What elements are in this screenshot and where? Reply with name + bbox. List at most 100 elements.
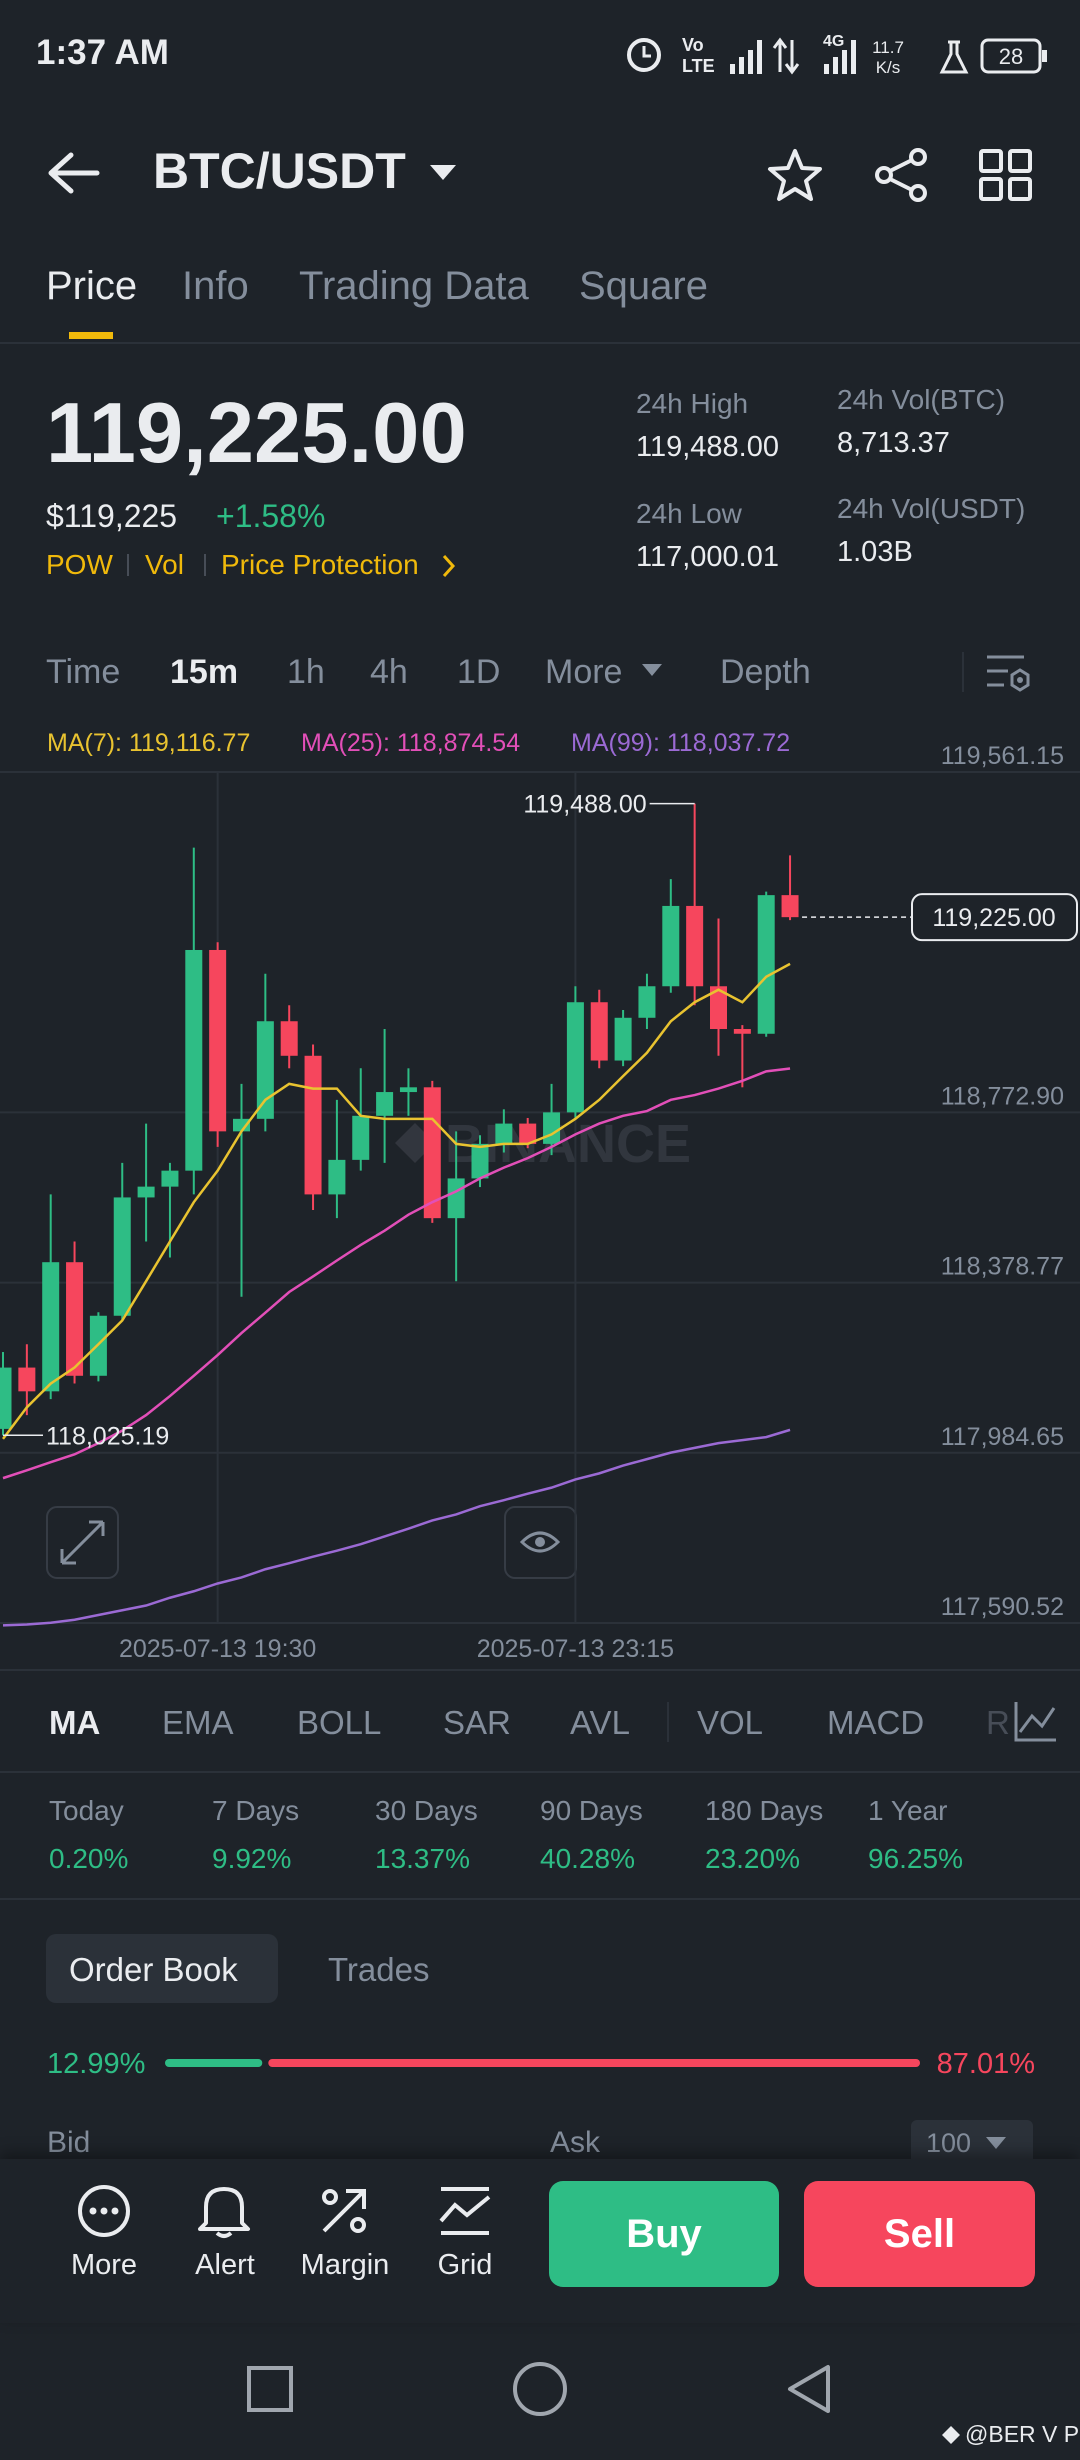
legend-entry: MA(99): 118,037.72	[571, 729, 790, 757]
share-icon[interactable]	[872, 147, 932, 203]
interval[interactable]: Time	[46, 653, 121, 691]
buy-button[interactable]: Buy	[549, 2181, 779, 2287]
separator	[667, 1702, 669, 1742]
home-button[interactable]	[513, 2362, 567, 2416]
candle-body	[590, 1002, 608, 1061]
speed-unit: K/s	[876, 58, 901, 77]
network-type: 4G	[823, 33, 844, 50]
back-nav-button[interactable]	[788, 2365, 830, 2413]
alert-icon[interactable]	[196, 2181, 252, 2239]
perf-value: 40.28%	[540, 1843, 635, 1874]
chart-settings-icon[interactable]	[984, 652, 1032, 694]
alarm-hand	[642, 46, 651, 58]
price-change: +1.58%	[216, 498, 326, 534]
perf-label: 30 Days	[375, 1795, 478, 1826]
price-usd: $119,225	[46, 498, 178, 534]
interval[interactable]: 4h	[370, 653, 408, 691]
expand-button[interactable]	[46, 1506, 119, 1579]
back-button[interactable]	[45, 150, 105, 196]
more-dropdown[interactable]	[640, 662, 664, 678]
interval[interactable]: More	[545, 653, 623, 691]
indicator[interactable]: VOL	[697, 1704, 764, 1741]
pair-title[interactable]: BTC/USDT	[153, 143, 406, 199]
recents-button[interactable]	[247, 2366, 293, 2412]
separator	[962, 652, 964, 692]
perf-value: 13.37%	[375, 1843, 470, 1874]
sell-button[interactable]: Sell	[804, 2181, 1035, 2287]
indicator[interactable]: BOLL	[297, 1704, 382, 1741]
candle-body	[733, 1029, 751, 1034]
tag[interactable]: POW	[46, 549, 113, 580]
candle-body	[42, 1262, 60, 1392]
candle-body	[543, 1112, 561, 1144]
action-label[interactable]: Alert	[195, 2249, 255, 2281]
candle-body	[757, 895, 775, 1034]
ratio-bar	[165, 2059, 920, 2067]
margin-icon[interactable]	[316, 2183, 372, 2239]
trades-tab[interactable]: Trades	[328, 1951, 430, 1988]
candle-body	[447, 1178, 465, 1219]
action-label[interactable]: More	[70, 2249, 138, 2281]
last-price: 119,225.00	[46, 386, 467, 481]
tag[interactable]: Price Protection	[221, 549, 419, 580]
interval[interactable]: Depth	[720, 653, 811, 691]
perf-value: 23.20%	[705, 1843, 800, 1874]
flask-icon	[939, 40, 969, 74]
layout-icon[interactable]	[978, 148, 1034, 202]
candle-body	[113, 1197, 131, 1316]
signal-1	[730, 40, 762, 74]
divider	[0, 1898, 1080, 1900]
favorite-icon[interactable]	[765, 147, 825, 203]
action-label[interactable]: Grid	[437, 2249, 493, 2281]
y-tick-label: 118,772.90	[941, 1082, 1064, 1110]
visibility-button[interactable]	[504, 1506, 577, 1579]
indicator[interactable]: MACD	[827, 1704, 925, 1741]
annotation-label: 119,488.00	[523, 791, 646, 819]
candle-body	[710, 986, 727, 1030]
ratio-segment	[268, 2059, 920, 2067]
tab[interactable]: Trading Data	[299, 264, 529, 308]
tab[interactable]: Info	[182, 264, 249, 308]
battery-level: 28	[999, 44, 1023, 69]
grid-icon[interactable]	[437, 2183, 493, 2239]
more-icon[interactable]	[76, 2183, 132, 2239]
perf-label: Today	[49, 1795, 124, 1826]
navigation-bar	[247, 2362, 960, 2444]
alarm-icon	[627, 38, 661, 72]
candlestick-chart: BINANCE117,590.52117,984.65118,378.77118…	[0, 729, 1080, 1663]
indicator[interactable]: AVL	[570, 1704, 630, 1741]
interval[interactable]: 15m	[170, 653, 239, 691]
interval[interactable]: 1h	[287, 653, 325, 691]
candle-body	[399, 1087, 417, 1093]
order-book-tab[interactable]: Order Book	[69, 1951, 238, 1988]
data-arrows	[772, 37, 800, 75]
volte-top: Vo	[682, 35, 704, 55]
stat-label: 24h Vol(BTC)	[837, 384, 1006, 415]
candle-body	[328, 1159, 346, 1195]
action-label[interactable]: Margin	[300, 2249, 390, 2281]
candle-body	[471, 1143, 489, 1179]
y-tick-label: 117,984.65	[941, 1423, 1064, 1451]
tab[interactable]: Price	[46, 264, 138, 308]
candle-body	[137, 1186, 155, 1198]
candle-body	[161, 1170, 179, 1187]
tag[interactable]: Vol	[145, 549, 184, 580]
status-icons: Vo LTE 4G 11.7 K/s 28	[627, 33, 1047, 77]
candle-body	[519, 1123, 537, 1144]
legend-entry: MA(25): 118,874.54	[301, 729, 520, 757]
perf-label: 180 Days	[705, 1795, 824, 1826]
depth-value: 100	[926, 2128, 972, 2158]
indicator[interactable]: R	[986, 1704, 1010, 1741]
tab[interactable]: Square	[579, 264, 708, 308]
candle-body	[686, 905, 704, 987]
indicator[interactable]: MA	[49, 1704, 101, 1741]
indicator[interactable]: SAR	[443, 1704, 511, 1741]
candle-body	[614, 1017, 632, 1061]
pair-dropdown[interactable]	[428, 163, 458, 183]
perf-value: 96.25%	[868, 1843, 963, 1874]
candle-body	[185, 949, 203, 1171]
indicator-settings-icon[interactable]	[1010, 1698, 1060, 1746]
indicator[interactable]: EMA	[162, 1704, 234, 1741]
interval[interactable]: 1D	[457, 653, 501, 691]
candle-body	[66, 1262, 84, 1376]
